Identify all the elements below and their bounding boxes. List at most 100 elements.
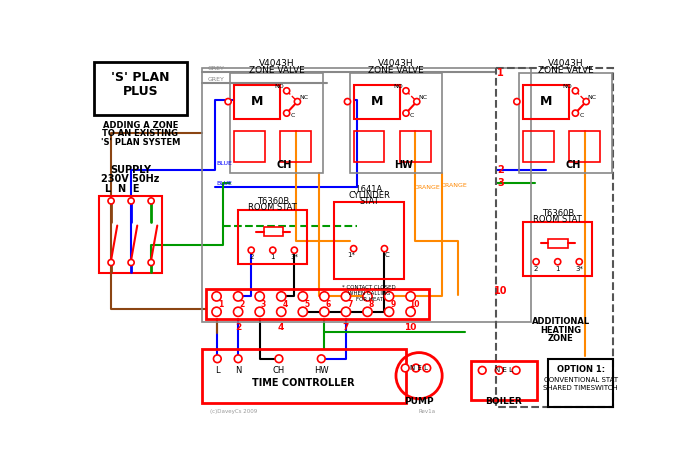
Text: PLUS: PLUS — [123, 85, 158, 98]
Text: 3*: 3* — [290, 254, 298, 260]
Bar — [471, 361, 537, 400]
Circle shape — [423, 364, 431, 372]
Text: 2: 2 — [534, 266, 538, 272]
Circle shape — [212, 307, 221, 316]
Text: CH: CH — [277, 161, 292, 170]
Circle shape — [284, 110, 290, 116]
Text: 9: 9 — [391, 300, 395, 308]
Text: 2: 2 — [235, 323, 242, 332]
Text: TIME CONTROLLER: TIME CONTROLLER — [253, 379, 355, 388]
Text: Rev1a: Rev1a — [418, 409, 435, 414]
Circle shape — [414, 98, 420, 105]
Text: 4: 4 — [278, 323, 284, 332]
Bar — [350, 73, 442, 173]
Text: HW: HW — [394, 161, 413, 170]
Text: NC: NC — [588, 95, 597, 100]
Text: 'S' PLAN: 'S' PLAN — [111, 71, 170, 84]
Circle shape — [108, 259, 114, 266]
Circle shape — [403, 88, 409, 94]
Circle shape — [317, 355, 325, 363]
Text: CYLINDER: CYLINDER — [348, 191, 390, 200]
Text: * CONTACT CLOSED: * CONTACT CLOSED — [342, 285, 396, 290]
Text: C: C — [580, 113, 584, 118]
Text: 2: 2 — [239, 300, 244, 308]
Text: ADDING A ZONE: ADDING A ZONE — [103, 121, 178, 130]
Bar — [549, 359, 613, 407]
Bar — [235, 85, 280, 119]
Text: 5: 5 — [304, 300, 309, 308]
Bar — [523, 222, 592, 276]
Bar — [280, 131, 311, 161]
Circle shape — [382, 246, 388, 252]
Text: GREY: GREY — [207, 77, 224, 82]
Text: 7: 7 — [347, 300, 353, 308]
Bar — [353, 131, 384, 161]
Text: 3: 3 — [261, 300, 266, 308]
Bar — [549, 239, 568, 248]
Circle shape — [344, 98, 351, 105]
Bar — [569, 131, 600, 161]
Text: GREY: GREY — [207, 66, 224, 71]
Text: ZONE: ZONE — [548, 334, 573, 343]
Text: 7: 7 — [343, 323, 349, 332]
Circle shape — [277, 292, 286, 301]
Text: (c)DaveyCs 2009: (c)DaveyCs 2009 — [210, 409, 257, 414]
Circle shape — [514, 98, 520, 105]
Circle shape — [319, 292, 329, 301]
Text: 3*: 3* — [575, 266, 583, 272]
Text: ZONE VALVE: ZONE VALVE — [368, 66, 424, 74]
Circle shape — [284, 88, 290, 94]
Text: PUMP: PUMP — [404, 396, 434, 406]
Text: NO: NO — [563, 84, 573, 89]
Text: NO: NO — [274, 84, 284, 89]
Text: T6360B: T6360B — [257, 197, 289, 206]
Text: WHEN CALLING: WHEN CALLING — [348, 291, 391, 296]
Text: CONVENTIONAL STAT: CONVENTIONAL STAT — [544, 377, 618, 382]
Text: 2: 2 — [497, 165, 504, 175]
Text: 1: 1 — [555, 266, 560, 272]
Bar — [353, 85, 400, 119]
Text: 10: 10 — [404, 323, 417, 332]
Circle shape — [225, 98, 231, 105]
Circle shape — [363, 292, 372, 301]
Bar — [519, 73, 611, 173]
Text: ZONE VALVE: ZONE VALVE — [538, 66, 593, 74]
Text: SUPPLY: SUPPLY — [110, 165, 151, 175]
Text: 10: 10 — [409, 300, 420, 308]
Circle shape — [233, 307, 243, 316]
Circle shape — [319, 307, 329, 316]
Text: ZONE VALVE: ZONE VALVE — [249, 66, 304, 74]
Circle shape — [384, 307, 394, 316]
Bar — [264, 227, 283, 236]
Text: NC: NC — [299, 95, 308, 100]
Circle shape — [342, 292, 351, 301]
Circle shape — [351, 246, 357, 252]
Bar — [523, 131, 554, 161]
Text: 8: 8 — [368, 300, 374, 308]
Text: C: C — [410, 113, 414, 118]
Circle shape — [275, 355, 283, 363]
Bar — [202, 349, 406, 402]
Text: N: N — [235, 366, 242, 375]
Text: NC: NC — [418, 95, 428, 100]
Circle shape — [213, 355, 221, 363]
Circle shape — [233, 292, 243, 301]
Text: BLUE: BLUE — [217, 161, 233, 167]
Bar — [202, 68, 531, 322]
Text: 230V 50Hz: 230V 50Hz — [101, 174, 159, 183]
Text: TO AN EXISTING: TO AN EXISTING — [102, 130, 178, 139]
Text: T6360B: T6360B — [542, 209, 574, 218]
Text: ROOM STAT: ROOM STAT — [248, 204, 297, 212]
Text: 1: 1 — [497, 68, 504, 78]
Circle shape — [572, 88, 578, 94]
Text: SHARED TIMESWITCH: SHARED TIMESWITCH — [544, 385, 618, 391]
Circle shape — [583, 98, 589, 105]
Circle shape — [277, 307, 286, 316]
Text: V4043H: V4043H — [259, 58, 295, 67]
Circle shape — [533, 259, 539, 265]
Circle shape — [576, 259, 582, 265]
Text: 1: 1 — [218, 300, 223, 308]
Circle shape — [406, 307, 415, 316]
Text: 10: 10 — [494, 286, 507, 296]
Bar — [94, 62, 186, 115]
